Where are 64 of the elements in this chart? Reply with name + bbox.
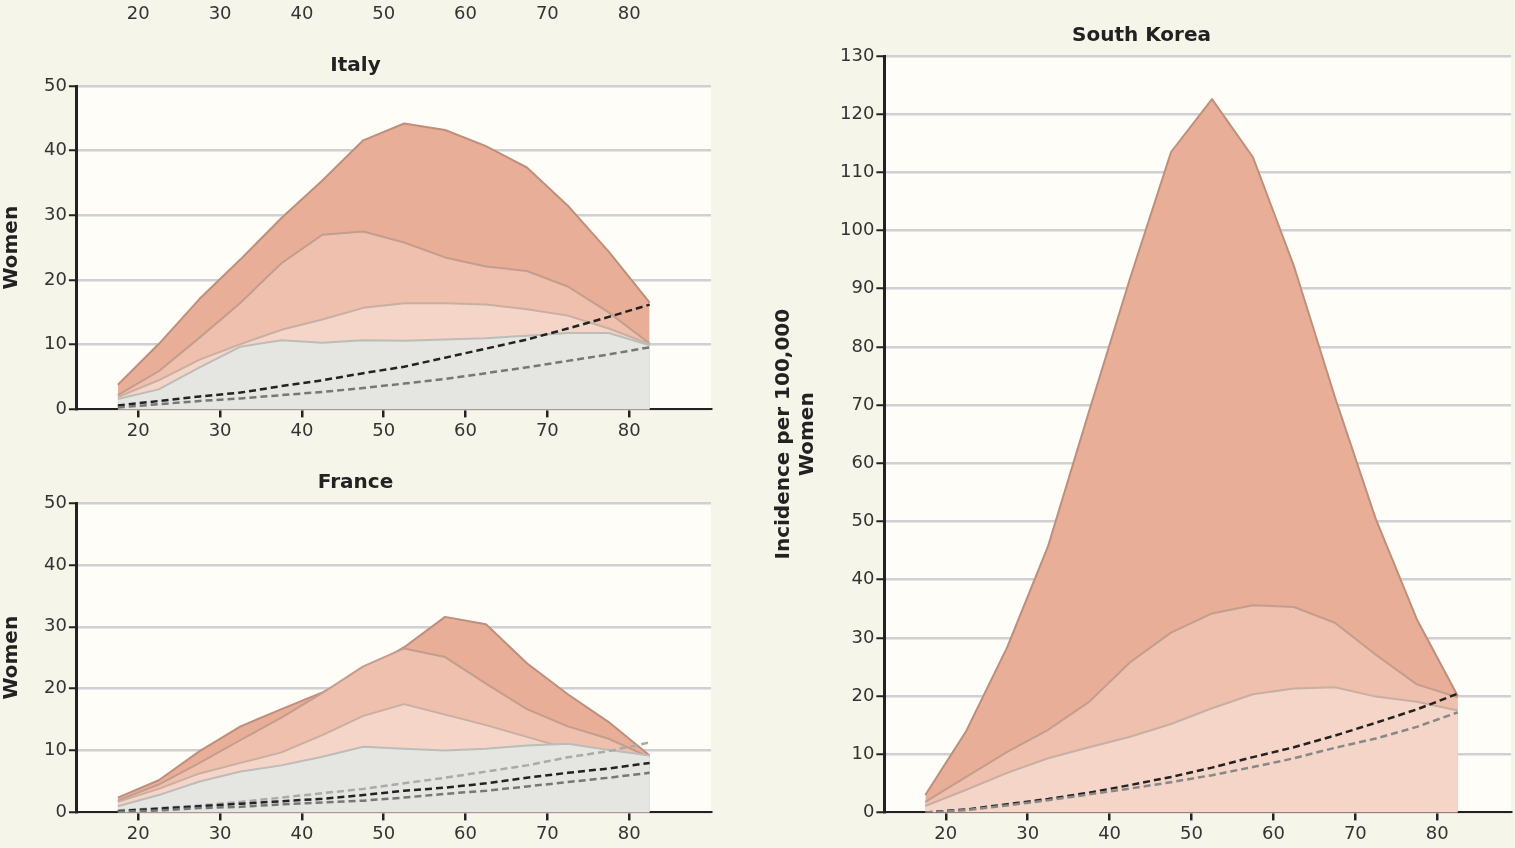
x2-tick-label: 60 (454, 418, 477, 440)
x-tick-label: 50 (372, 1, 396, 23)
y-tick-label: 40 (44, 552, 67, 574)
x-tick-label: 50 (1180, 821, 1203, 843)
y-tick-label: 10 (851, 741, 875, 763)
chart-title: Italy (330, 52, 381, 77)
y-tick-label: 20 (851, 683, 875, 705)
y-tick-label: 30 (44, 203, 67, 225)
y-tick-label: 10 (44, 332, 67, 354)
x-tick-label: 20 (126, 821, 150, 843)
x-tick-label: 60 (1262, 821, 1285, 843)
x-tick-label: 40 (1098, 821, 1122, 843)
line-series (116, 771, 651, 813)
y-tick-label: 0 (862, 800, 875, 822)
y-tick-label: 20 (44, 676, 67, 698)
x2-tick-label: 50 (372, 418, 396, 440)
y-tick-label: 130 (840, 43, 875, 65)
x2-tick-label: 20 (126, 418, 150, 440)
y-axis-title: Incidence per 100,000 Women (770, 308, 819, 560)
x-tick-label: 80 (617, 821, 641, 843)
chart-title: South Korea (1072, 22, 1211, 47)
y-tick-label: 50 (44, 490, 67, 512)
y-tick-label: 30 (851, 625, 875, 647)
y-tick-label: 50 (851, 509, 875, 531)
y-tick-label: 100 (840, 218, 875, 240)
x-tick-label: 30 (1016, 821, 1040, 843)
x-tick-label: 50 (372, 821, 396, 843)
y-tick-label: 50 (44, 73, 67, 95)
chart-title: France (317, 469, 394, 494)
line-series (116, 761, 651, 813)
y-tick-label: 30 (44, 614, 67, 636)
x-tick-label: 70 (535, 821, 559, 843)
x2-tick-label: 30 (208, 418, 232, 440)
y-tick-label: 40 (44, 138, 67, 160)
y-tick-label: 70 (851, 392, 875, 414)
x-tick-label: 30 (208, 821, 232, 843)
line-series (924, 711, 1460, 813)
y-tick-label: 80 (851, 334, 875, 356)
x2-tick-label: 40 (290, 418, 314, 440)
x-tick-label: 30 (208, 1, 232, 23)
y-tick-label: 60 (851, 450, 875, 472)
x-tick-label: 20 (126, 1, 150, 23)
x-tick-label: 20 (934, 821, 958, 843)
y-tick-label: 120 (840, 101, 875, 123)
x-tick-label: 60 (454, 821, 477, 843)
y-tick-label: 40 (851, 567, 875, 589)
y-tick-label: 90 (851, 276, 875, 298)
x-tick-label: 70 (1343, 821, 1367, 843)
y-tick-label: 10 (44, 738, 67, 760)
x2-tick-label: 70 (535, 418, 559, 440)
x-tick-label: 40 (290, 1, 314, 23)
x-tick-label: 70 (535, 1, 559, 23)
y-tick-label: 110 (840, 160, 875, 182)
line-series (116, 346, 651, 409)
y-tick-label: 20 (44, 267, 67, 289)
x-tick-label: 80 (617, 1, 641, 23)
y-tick-label: 0 (55, 397, 67, 419)
y-axis-title: Women (0, 615, 23, 700)
x-tick-label: 40 (290, 821, 314, 843)
y-tick-label: 0 (55, 800, 67, 822)
y-axis-title: Women (0, 205, 23, 290)
x-tick-label: 80 (1425, 821, 1449, 843)
x-tick-label: 60 (454, 1, 477, 23)
x2-tick-label: 80 (617, 418, 641, 440)
